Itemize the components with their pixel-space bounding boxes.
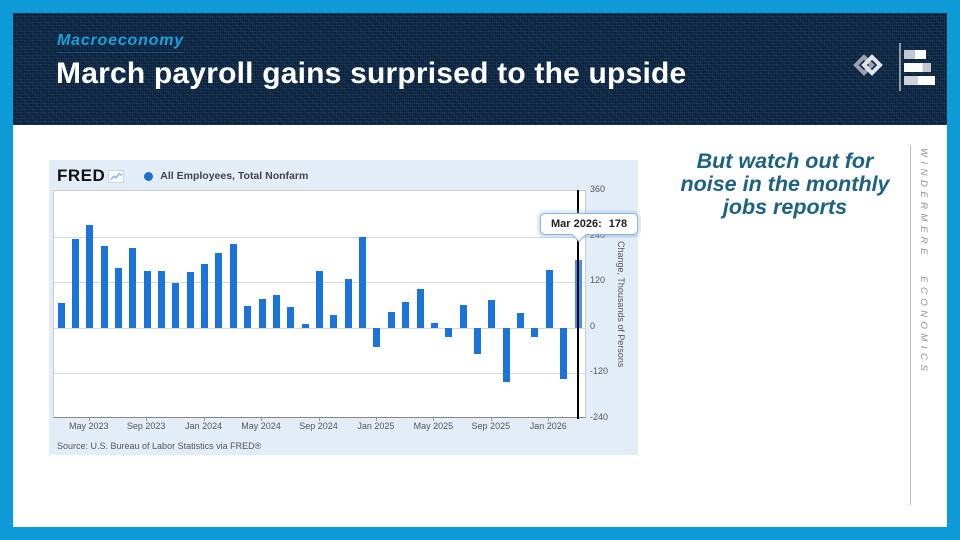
bar-Jan-2024[interactable] bbox=[201, 263, 209, 328]
y-tick-label: 120 bbox=[590, 275, 606, 286]
bar-Sep-2024[interactable] bbox=[316, 270, 323, 328]
bar-Aug-2024[interactable] bbox=[301, 323, 309, 328]
x-tick-label: Sep 2025 bbox=[471, 421, 511, 431]
side-note: But watch out for noise in the monthly j… bbox=[660, 150, 910, 219]
x-tick bbox=[88, 418, 90, 421]
bar-May-2024[interactable] bbox=[258, 298, 266, 328]
bar-Feb-2026[interactable] bbox=[560, 327, 568, 379]
bar-Jun-2025[interactable] bbox=[445, 327, 453, 337]
gridline-0 bbox=[54, 327, 585, 329]
y-axis-title: Change, Thousands of Persons bbox=[616, 240, 626, 368]
x-tick bbox=[261, 418, 263, 421]
vertical-divider bbox=[910, 145, 911, 505]
bar-Nov-2025[interactable] bbox=[517, 312, 525, 328]
bar-Jun-2023[interactable] bbox=[100, 246, 108, 328]
bar-Feb-2024[interactable] bbox=[215, 252, 223, 328]
bar-Nov-2023[interactable] bbox=[172, 283, 180, 328]
x-tick-label: Sep 2024 bbox=[299, 421, 338, 431]
bar-Apr-2023[interactable] bbox=[71, 238, 79, 328]
x-tick bbox=[548, 418, 550, 421]
bar-Mar-2023[interactable] bbox=[57, 303, 65, 328]
gridline--120 bbox=[54, 373, 585, 375]
x-tick bbox=[490, 418, 492, 421]
bar-Aug-2025[interactable] bbox=[473, 327, 481, 354]
bar-Jan-2025[interactable] bbox=[373, 327, 381, 348]
x-tick bbox=[433, 418, 435, 421]
bar-May-2025[interactable] bbox=[430, 322, 438, 328]
x-tick bbox=[375, 418, 377, 421]
y-tick-label: 0 bbox=[590, 320, 596, 331]
x-tick-label: May 2024 bbox=[241, 421, 281, 431]
legend-dot-icon bbox=[144, 171, 154, 181]
x-tick bbox=[318, 418, 320, 421]
bar-Apr-2024[interactable] bbox=[244, 306, 252, 328]
legend-label: All Employees, Total Nonfarm bbox=[160, 170, 309, 182]
chart-header-row: FRED All Employees, Total Nonfarm bbox=[57, 166, 308, 186]
fred-sparkline-icon bbox=[108, 169, 125, 183]
x-tick-label: Jan 2026 bbox=[529, 421, 567, 431]
tooltip-label: Mar 2026: bbox=[551, 218, 602, 230]
x-tick bbox=[146, 418, 148, 421]
y-tick-label: -120 bbox=[590, 366, 609, 377]
y-tick-label: 360 bbox=[590, 184, 606, 194]
x-tick-label: May 2025 bbox=[413, 421, 454, 431]
chart-tooltip: Mar 2026: 178 bbox=[540, 213, 639, 235]
bar-Dec-2025[interactable] bbox=[531, 327, 539, 337]
gridline-240 bbox=[54, 236, 585, 238]
side-note-line: jobs reports bbox=[722, 195, 848, 219]
bar-Oct-2024[interactable] bbox=[330, 314, 338, 328]
source-note: Source: U.S. Bureau of Labor Statistics … bbox=[57, 441, 262, 451]
windermere-w-icon bbox=[848, 48, 884, 87]
plot-area[interactable] bbox=[53, 190, 586, 419]
x-tick-label: Jan 2025 bbox=[357, 421, 395, 431]
header-band: Macroeconomy March payroll gains surpris… bbox=[13, 13, 947, 125]
bar-Dec-2023[interactable] bbox=[186, 272, 194, 328]
bar-Jul-2024[interactable] bbox=[287, 307, 295, 328]
bar-Jul-2025[interactable] bbox=[459, 305, 467, 328]
bar-Oct-2025[interactable] bbox=[502, 327, 510, 382]
side-note-line: But watch out for bbox=[696, 149, 874, 173]
bar-Nov-2024[interactable] bbox=[344, 279, 352, 328]
bar-Jan-2026[interactable] bbox=[545, 270, 553, 328]
x-tick-label: Sep 2023 bbox=[126, 421, 166, 431]
bar-Jul-2023[interactable] bbox=[114, 268, 122, 328]
bar-Sep-2023[interactable] bbox=[143, 270, 151, 328]
y-tick-label: -240 bbox=[590, 412, 609, 422]
brand-vertical-text: WINDERMERE ECONOMICS bbox=[918, 148, 929, 376]
bar-Aug-2023[interactable] bbox=[129, 248, 137, 328]
fred-logo: FRED bbox=[57, 166, 106, 185]
bar-Mar-2025[interactable] bbox=[402, 302, 410, 328]
slide-body: Macroeconomy March payroll gains surpris… bbox=[13, 13, 947, 527]
x-tick-label: Jan 2024 bbox=[185, 421, 223, 431]
bar-Mar-2024[interactable] bbox=[229, 244, 237, 328]
bar-chart-icon bbox=[899, 43, 935, 91]
x-tick bbox=[203, 418, 205, 421]
bar-Oct-2023[interactable] bbox=[158, 270, 166, 328]
bar-Feb-2025[interactable] bbox=[387, 312, 395, 328]
section-kicker: Macroeconomy bbox=[57, 32, 184, 53]
side-note-line: noise in the monthly bbox=[680, 172, 890, 196]
bar-Apr-2025[interactable] bbox=[416, 289, 424, 328]
tooltip-value: 178 bbox=[608, 218, 628, 230]
page-title: March payroll gains surprised to the ups… bbox=[56, 57, 687, 90]
bar-Jun-2024[interactable] bbox=[272, 295, 280, 328]
company-logo bbox=[848, 43, 935, 91]
fred-chart-card: FRED All Employees, Total Nonfarm Change… bbox=[49, 160, 639, 455]
bar-Sep-2025[interactable] bbox=[488, 300, 496, 328]
bar-Dec-2024[interactable] bbox=[359, 237, 367, 328]
x-tick-label: May 2023 bbox=[68, 421, 109, 431]
hover-crosshair bbox=[577, 190, 579, 419]
bar-May-2023[interactable] bbox=[86, 225, 94, 328]
